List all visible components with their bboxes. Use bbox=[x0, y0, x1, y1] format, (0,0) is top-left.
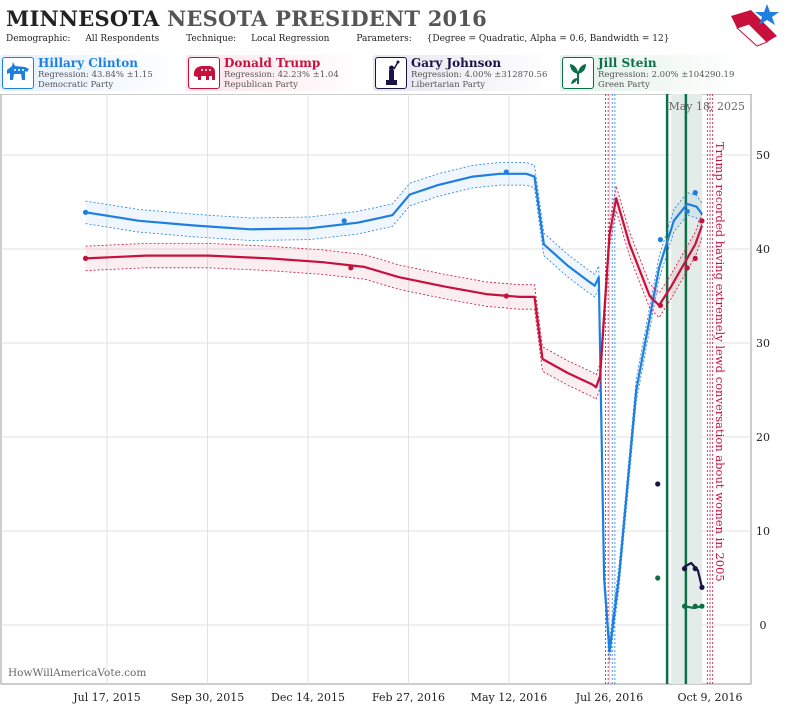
demographic-info: Demographic: All Respondents bbox=[6, 34, 160, 44]
regression-line bbox=[85, 172, 703, 653]
poll-point bbox=[82, 255, 89, 261]
x-tick-label: Sep 30, 2015 bbox=[171, 691, 245, 704]
candidate-regression: Regression: 2.00% ±104290.19 bbox=[598, 70, 735, 80]
donkey-icon bbox=[2, 57, 34, 89]
confidence-lower bbox=[85, 210, 703, 401]
x-tick-label: Feb 27, 2016 bbox=[372, 691, 445, 704]
confidence-lower bbox=[85, 184, 703, 663]
y-tick-label: 30 bbox=[756, 337, 770, 350]
candidate-name: Gary Johnson bbox=[411, 56, 502, 70]
confidence-band bbox=[85, 162, 703, 663]
legend-donald-trump[interactable]: Donald Trump Regression: 42.23% ±1.04 Re… bbox=[186, 55, 368, 91]
candidate-party: Republican Party bbox=[224, 80, 298, 90]
event-annotation: Trump recorded having extremely lewd con… bbox=[713, 142, 727, 582]
candidate-name: Donald Trump bbox=[224, 56, 321, 70]
candidate-regression: Regression: 4.00% ±312870.56 bbox=[411, 70, 548, 80]
legend-hillary-clinton[interactable]: Hillary Clinton Regression: 43.84% ±1.15… bbox=[0, 55, 182, 91]
poll-point bbox=[503, 169, 509, 175]
poll-point bbox=[655, 481, 661, 487]
chart-title: MINNESOTA NESOTA PRESIDENT 2016 bbox=[6, 6, 487, 31]
site-watermark: HowWillAmericaVote.com bbox=[8, 667, 146, 679]
flag-logo-icon bbox=[731, 4, 779, 47]
title-race: NESOTA PRESIDENT 2016 bbox=[167, 6, 487, 31]
green-leaf-icon bbox=[562, 57, 594, 89]
poll-point bbox=[692, 190, 698, 196]
candidate-regression: Regression: 42.23% ±1.04 bbox=[224, 70, 339, 80]
x-tick-label: Jul 26, 2016 bbox=[575, 691, 644, 704]
poll-point bbox=[692, 566, 698, 572]
poll-point bbox=[657, 237, 664, 243]
parameters-info: Parameters: {Degree = Quadratic, Alpha =… bbox=[356, 34, 670, 44]
technique-info: Technique: Local Regression bbox=[186, 34, 330, 44]
title-state: MINNESOTA bbox=[6, 6, 160, 31]
poll-point bbox=[657, 302, 664, 308]
poll-point bbox=[503, 293, 509, 299]
poll-point bbox=[681, 566, 688, 572]
candidate-name: Jill Stein bbox=[598, 56, 657, 70]
y-tick-label: 50 bbox=[756, 149, 770, 162]
plot-area bbox=[0, 94, 752, 685]
poll-point bbox=[692, 255, 698, 261]
elephant-icon bbox=[188, 57, 220, 89]
date-label: May 18, 2025 bbox=[668, 100, 745, 113]
confidence-upper bbox=[85, 185, 703, 376]
poll-point bbox=[699, 603, 705, 609]
poll-point bbox=[699, 584, 705, 590]
x-tick-label: Jul 17, 2015 bbox=[72, 691, 141, 704]
poll-point bbox=[82, 209, 89, 215]
candidate-name: Hillary Clinton bbox=[38, 56, 138, 70]
poll-point bbox=[655, 575, 661, 581]
y-tick-label: 20 bbox=[756, 431, 770, 444]
y-tick-label: 0 bbox=[760, 619, 767, 632]
parameters-line: Demographic: All Respondents Technique: … bbox=[6, 34, 693, 44]
candidate-party: Democratic Party bbox=[38, 80, 114, 90]
candidate-party: Libertarian Party bbox=[411, 80, 486, 90]
poll-chart: Jul 17, 2015 Sep 30, 2015 Dec 14, 2015 Feb … bbox=[0, 94, 770, 704]
poll-point bbox=[348, 265, 354, 271]
confidence-upper bbox=[85, 162, 703, 641]
poll-point bbox=[684, 265, 690, 271]
y-tick-label: 40 bbox=[756, 243, 770, 256]
poll-point bbox=[699, 218, 705, 224]
poll-point bbox=[341, 218, 347, 224]
x-tick-label: Oct 9, 2016 bbox=[677, 691, 742, 704]
candidate-party: Green Party bbox=[598, 80, 650, 90]
poll-point bbox=[684, 208, 690, 214]
candidate-regression: Regression: 43.84% ±1.15 bbox=[38, 70, 153, 80]
poll-point bbox=[681, 603, 688, 609]
x-tick-label: Dec 14, 2015 bbox=[271, 691, 345, 704]
poll-point bbox=[692, 603, 698, 609]
legend-jill-stein[interactable]: Jill Stein Regression: 2.00% ±104290.19 … bbox=[560, 55, 742, 91]
chart-header: MINNESOTA NESOTA PRESIDENT 2016 Demograp… bbox=[0, 0, 789, 94]
liberty-icon bbox=[375, 57, 407, 89]
x-tick-label: May 12, 2016 bbox=[471, 691, 548, 704]
y-tick-label: 10 bbox=[756, 525, 770, 538]
legend-gary-johnson[interactable]: Gary Johnson Regression: 4.00% ±312870.5… bbox=[373, 55, 555, 91]
